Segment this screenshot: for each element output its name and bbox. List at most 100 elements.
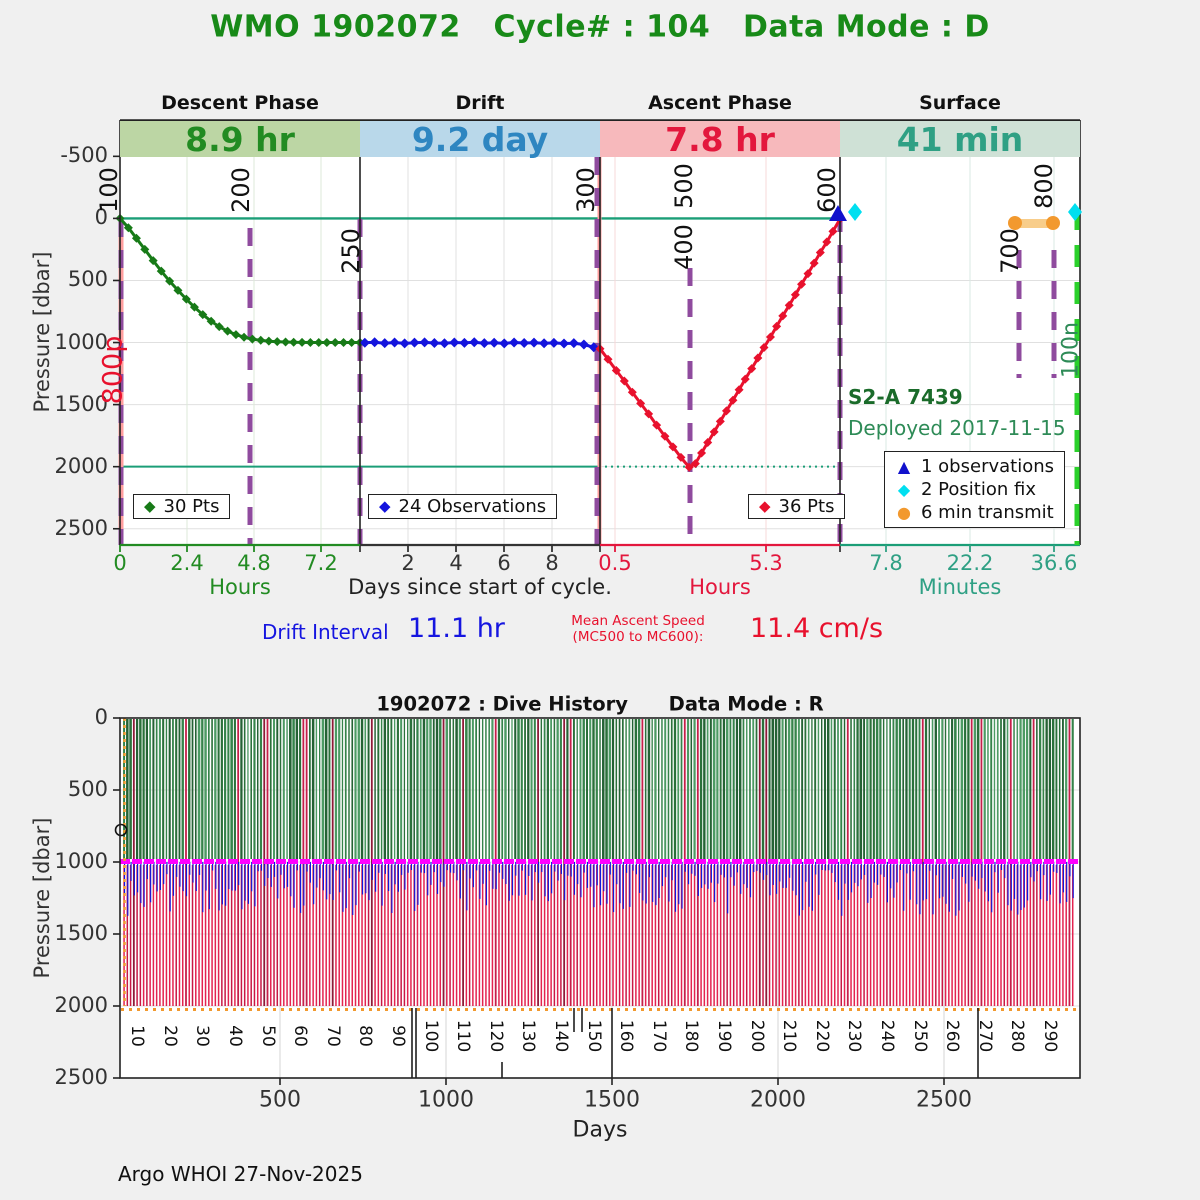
surface-duration: 41 min: [896, 119, 1024, 159]
legend-event-row: ◆ 2 Position fix: [895, 478, 1054, 501]
cycle-label-160: 160: [616, 1019, 636, 1053]
ascent-axis-caption: Hours: [689, 575, 751, 599]
phase-title-descent: Descent Phase: [161, 92, 319, 114]
red-diamond-icon: ◆: [759, 497, 771, 515]
credit-label: Argo WHOI 27-Nov-2025: [118, 1162, 363, 1186]
drift-interval-value: 11.1 hr: [408, 613, 505, 644]
bottom-y-tick-1500: 1500: [54, 921, 108, 945]
legend-drift-observations: ◆ 24 Observations: [368, 494, 558, 519]
phase-title-surface: Surface: [919, 92, 1001, 114]
legend-event-row: ● 6 min transmit: [895, 501, 1054, 524]
legend-events: ▲ 1 observations ◆ 2 Position fix ● 6 min tra…: [884, 451, 1066, 528]
drift-interval-label: Drift Interval: [262, 620, 389, 644]
cycle-label-220: 220: [812, 1019, 832, 1053]
phase-title-ascent: Ascent Phase: [648, 92, 792, 114]
legend-ascent-label: 36 Pts: [778, 496, 835, 517]
mc-label-100: 100: [95, 167, 123, 213]
float-id-label: S2-A 7439: [848, 385, 963, 409]
cycle-label-130: 130: [518, 1019, 538, 1053]
cycle-label-290: 290: [1040, 1019, 1060, 1053]
cycle-label-30: 30: [192, 1025, 212, 1047]
legend-drift-label: 24 Observations: [398, 496, 547, 517]
cycle-label-200: 200: [747, 1019, 767, 1053]
cycle-label-10: 10: [127, 1025, 147, 1047]
top-y-tick-1000: 1000: [54, 330, 108, 354]
surface-duration-band: 41 min: [840, 119, 1080, 159]
cycle-label-140: 140: [551, 1019, 571, 1053]
top-x-tick-7.8: 7.8: [869, 551, 903, 575]
cycle-label-250: 250: [910, 1019, 930, 1053]
6-min-transmit-icon: ●: [897, 502, 911, 522]
bottom-x-tick-1000: 1000: [418, 1087, 474, 1113]
top-y-tick-500: 500: [67, 267, 108, 291]
top-x-tick-4.8: 4.8: [237, 551, 271, 575]
descent-duration: 8.9 hr: [185, 119, 295, 159]
bottom-x-tick-500: 500: [259, 1087, 301, 1113]
mc-label-700: 700: [996, 228, 1024, 274]
ascent-duration: 7.8 hr: [665, 119, 775, 159]
cycle-label-260: 260: [942, 1019, 962, 1053]
mc-label-600: 600: [813, 167, 841, 213]
bottom-y-tick-2500: 2500: [54, 1065, 108, 1089]
legend-event-label: 6 min transmit: [921, 502, 1054, 523]
legend-descent-points: ◆ 30 Pts: [133, 494, 231, 519]
cycle-label-170: 170: [649, 1019, 669, 1053]
cycle-label-20: 20: [160, 1025, 180, 1047]
top-x-tick-36.6: 36.6: [1030, 551, 1078, 575]
cycle-label-280: 280: [1007, 1019, 1027, 1053]
cycle-label-70: 70: [323, 1025, 343, 1047]
1-observations-icon: ▲: [897, 456, 911, 476]
ascent-speed-label-line1: Mean Ascent Speed: [571, 613, 705, 629]
top-x-tick-5.3: 5.3: [749, 551, 783, 575]
2-Position-fix-icon: ◆: [897, 479, 911, 499]
drift-duration-band: 9.2 day: [360, 119, 600, 159]
legend-event-label: 1 observations: [921, 456, 1055, 477]
cycle-label-120: 120: [486, 1019, 506, 1053]
blue-diamond-icon: ◆: [379, 497, 391, 515]
cycle-label-210: 210: [779, 1019, 799, 1053]
bottom-x-axis-title: Days: [572, 1117, 628, 1143]
cycle-label-180: 180: [681, 1019, 701, 1053]
ascent-speed-label-line2: (MC500 to MC600):: [572, 629, 704, 645]
top-x-tick-4: 4: [449, 551, 463, 575]
cycle-label-60: 60: [290, 1025, 310, 1047]
top-y-tick-1500: 1500: [54, 392, 108, 416]
descent-axis-caption: Hours: [209, 575, 271, 599]
legend-descent-label: 30 Pts: [163, 496, 220, 517]
mc-label-100n: 100n: [1058, 322, 1084, 378]
bottom-y-tick-500: 500: [67, 777, 108, 801]
top-y-tick--500: -500: [60, 143, 108, 167]
top-y-tick-2000: 2000: [54, 454, 108, 478]
ascent-speed-value: 11.4 cm/s: [750, 613, 884, 644]
mc-label-250: 250: [337, 228, 365, 274]
mc-label-800p: 800p: [97, 335, 129, 405]
page-title: WMO 1902072 Cycle# : 104 Data Mode : D: [210, 9, 990, 45]
bottom-x-tick-1500: 1500: [584, 1087, 640, 1113]
cycle-label-50: 50: [258, 1025, 278, 1047]
top-x-tick-7.2: 7.2: [304, 551, 338, 575]
mc-label-400: 400: [670, 224, 698, 270]
surface-axis-caption: Minutes: [918, 575, 1002, 599]
cycle-label-190: 190: [714, 1019, 734, 1053]
top-x-tick-22.2: 22.2: [946, 551, 994, 575]
cycle-label-150: 150: [584, 1019, 604, 1053]
drift-axis-caption: Days since start of cycle.: [348, 575, 612, 599]
top-y-tick-0: 0: [94, 205, 108, 229]
legend-ascent-points: ◆ 36 Pts: [748, 494, 846, 519]
cycle-label-90: 90: [388, 1025, 408, 1047]
cycle-label-240: 240: [877, 1019, 897, 1053]
bottom-y-axis-title: Pressure [dbar]: [30, 817, 54, 979]
bottom-x-tick-2500: 2500: [916, 1087, 972, 1113]
top-x-tick-6: 6: [497, 551, 511, 575]
dive-history-title: 1902072 : Dive History Data Mode : R: [376, 692, 824, 716]
green-diamond-icon: ◆: [144, 497, 156, 515]
mc-label-500: 500: [670, 163, 698, 209]
top-y-tick-2500: 2500: [54, 516, 108, 540]
drift-duration: 9.2 day: [411, 119, 549, 159]
mc-label-800: 800: [1030, 163, 1058, 209]
mc-label-300: 300: [572, 167, 600, 213]
mc-label-200: 200: [227, 167, 255, 213]
cycle-label-40: 40: [225, 1025, 245, 1047]
cycle-label-100: 100: [421, 1019, 441, 1053]
